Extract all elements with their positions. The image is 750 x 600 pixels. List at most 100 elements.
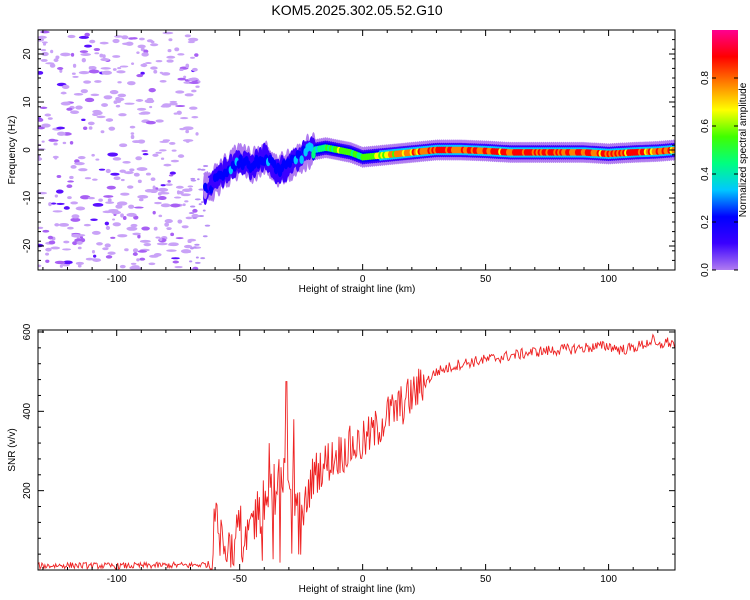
noise-speckle [45, 62, 55, 65]
noise-speckle [129, 82, 136, 85]
noise-speckle [154, 201, 162, 205]
noise-speckle [70, 165, 77, 169]
noise-speckle [141, 52, 149, 57]
noise-speckle [136, 74, 144, 78]
noise-speckle [72, 75, 79, 78]
noise-speckle [80, 89, 88, 94]
noise-speckle [185, 63, 190, 69]
noise-speckle [76, 240, 83, 245]
noise-speckle [198, 203, 202, 206]
snr-y-axis: 200 400 600 [22, 323, 675, 555]
noise-speckle [83, 223, 91, 227]
noise-speckle [138, 112, 147, 115]
noise-speckle [130, 37, 138, 40]
noise-speckle [192, 208, 198, 213]
noise-speckle [132, 140, 142, 144]
noise-speckle [156, 242, 168, 246]
noise-speckle [59, 69, 63, 73]
noise-speckle [182, 203, 186, 207]
noise-speckle [74, 162, 85, 166]
noise-speckle [96, 115, 106, 119]
noise-speckle [94, 111, 103, 116]
noise-speckle [171, 257, 180, 260]
noise-speckle [131, 62, 135, 65]
noise-speckle [130, 223, 138, 228]
noise-speckle [177, 53, 185, 56]
noise-speckle [119, 65, 129, 68]
colorbar-ticks: 0.0 0.2 0.4 0.6 0.8 [700, 71, 738, 277]
noise-speckle [170, 159, 180, 163]
noise-speckle [88, 66, 93, 70]
noise-speckle [168, 38, 173, 42]
noise-speckle [195, 132, 199, 136]
noise-speckle [99, 53, 104, 58]
y-tick-label: 10 [22, 96, 33, 108]
noise-speckle [55, 189, 64, 194]
noise-speckle [62, 248, 72, 251]
noise-speckle [133, 172, 140, 177]
noise-speckle [165, 183, 173, 186]
noise-speckle [180, 193, 191, 197]
noise-speckle [171, 149, 177, 152]
noise-speckle [200, 168, 206, 171]
noise-speckle [191, 67, 198, 72]
noise-speckle [161, 72, 171, 76]
noise-speckle [45, 252, 50, 256]
noise-speckle [55, 55, 60, 60]
noise-speckle [119, 143, 128, 148]
noise-speckle [84, 97, 95, 103]
figure-title: KOM5.2025.302.05.52.G10 [271, 2, 442, 18]
y-tick-label: 0 [22, 147, 33, 153]
noise-speckle [44, 113, 52, 117]
noise-speckle [157, 196, 167, 201]
noise-speckle [38, 264, 42, 268]
noise-speckle [155, 59, 163, 63]
noise-speckle [195, 85, 200, 88]
noise-speckle [136, 267, 142, 270]
noise-speckle [174, 47, 180, 52]
noise-speckle [189, 260, 193, 263]
noise-speckle [69, 140, 74, 145]
noise-speckle [121, 35, 129, 40]
noise-speckle [155, 119, 164, 123]
noise-speckle [175, 185, 184, 189]
noise-speckle [89, 39, 96, 44]
spectrogram-y-axis: 20 10 0 -10 -20 [22, 29, 675, 271]
noise-speckle [129, 125, 136, 129]
noise-speckle [188, 187, 193, 192]
noise-speckle [115, 97, 125, 102]
noise-speckle [92, 258, 102, 262]
noise-speckle [56, 67, 64, 70]
noise-speckle [142, 153, 149, 156]
noise-speckle [70, 217, 81, 222]
noise-speckle [184, 200, 189, 203]
noise-speckle [69, 175, 74, 180]
noise-speckle [168, 174, 174, 177]
noise-speckle [84, 177, 92, 180]
noise-speckle [101, 103, 109, 107]
colorbar-tick-label: 0.6 [700, 119, 711, 133]
noise-speckle [102, 247, 109, 251]
noise-speckle [182, 139, 194, 142]
noise-speckle [194, 198, 201, 201]
noise-speckle [90, 218, 98, 221]
noise-speckle [137, 44, 146, 49]
noise-speckle [106, 185, 116, 190]
noise-speckle [141, 149, 149, 153]
colorbar-tick-label: 0.2 [700, 215, 711, 229]
noise-speckle [67, 196, 72, 200]
noise-speckle [38, 35, 47, 39]
noise-speckle [169, 171, 176, 175]
noise-speckle [159, 79, 167, 83]
noise-speckle [118, 113, 127, 117]
spectrogram-x-label: Height of straight line (km) [299, 284, 416, 295]
noise-speckle [45, 247, 52, 252]
noise-speckle [105, 118, 114, 122]
noise-speckle [175, 237, 184, 240]
noise-speckle [166, 59, 174, 63]
noise-speckle [77, 264, 82, 268]
noise-speckle [70, 52, 75, 57]
noise-speckle [188, 212, 195, 215]
noise-speckle [140, 71, 145, 75]
noise-speckle [190, 177, 196, 180]
